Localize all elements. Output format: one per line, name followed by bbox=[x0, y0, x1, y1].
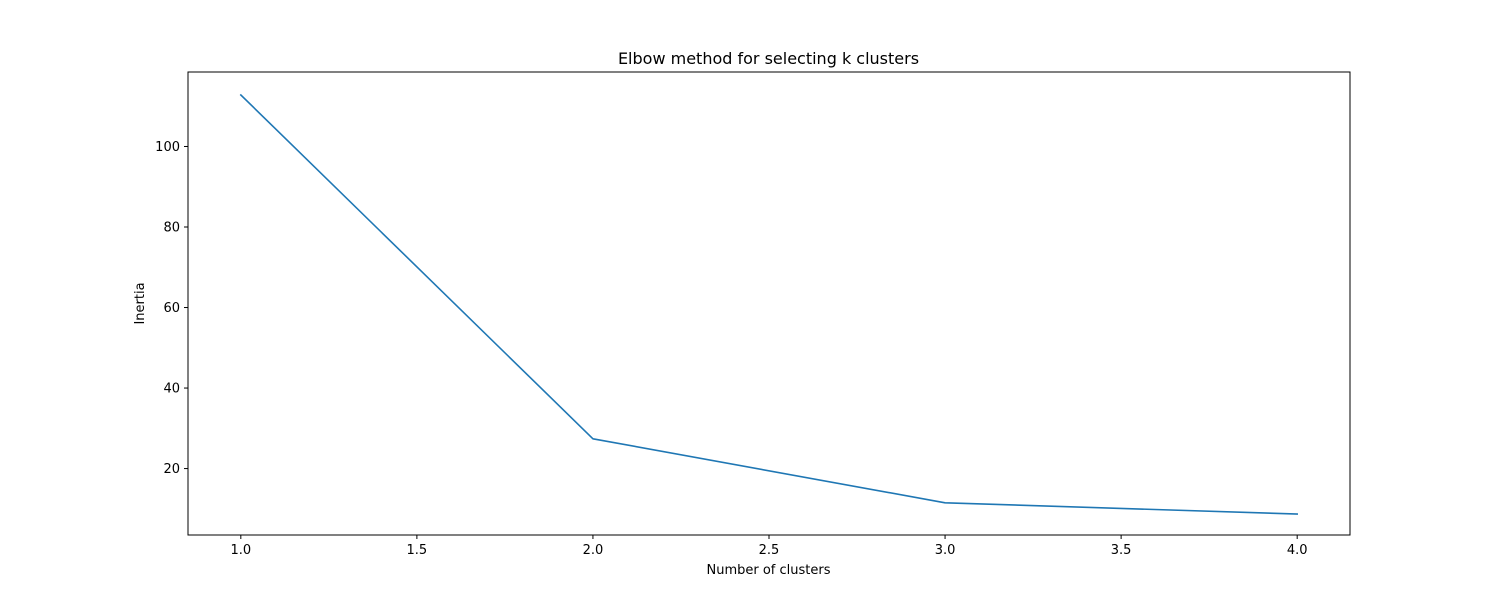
x-tick-label: 1.5 bbox=[407, 543, 428, 558]
y-tick-label: 100 bbox=[155, 140, 180, 155]
x-axis-label: Number of clusters bbox=[706, 563, 830, 578]
series-line-0 bbox=[239, 93, 1299, 515]
x-tick-label: 2.5 bbox=[759, 543, 780, 558]
y-axis-label: Inertia bbox=[133, 282, 148, 324]
y-tick-label: 60 bbox=[163, 301, 180, 316]
plot-area: 1.0 1.5 2.0 2.5 3.0 3.5 4.0 20 40 60 80 100 bbox=[155, 71, 1351, 558]
x-tick-label: 1.0 bbox=[230, 543, 251, 558]
x-tick-label: 3.0 bbox=[935, 543, 956, 558]
x-tick-label: 2.0 bbox=[583, 543, 604, 558]
y-tick-label: 80 bbox=[163, 221, 180, 236]
y-tick-label: 20 bbox=[163, 462, 180, 477]
plot-frame bbox=[187, 71, 1351, 536]
y-tick-label: 40 bbox=[163, 382, 180, 397]
chart-title: Elbow method for selecting k clusters bbox=[618, 49, 919, 68]
x-tick-label: 3.5 bbox=[1111, 543, 1132, 558]
x-tick-label: 4.0 bbox=[1287, 543, 1308, 558]
